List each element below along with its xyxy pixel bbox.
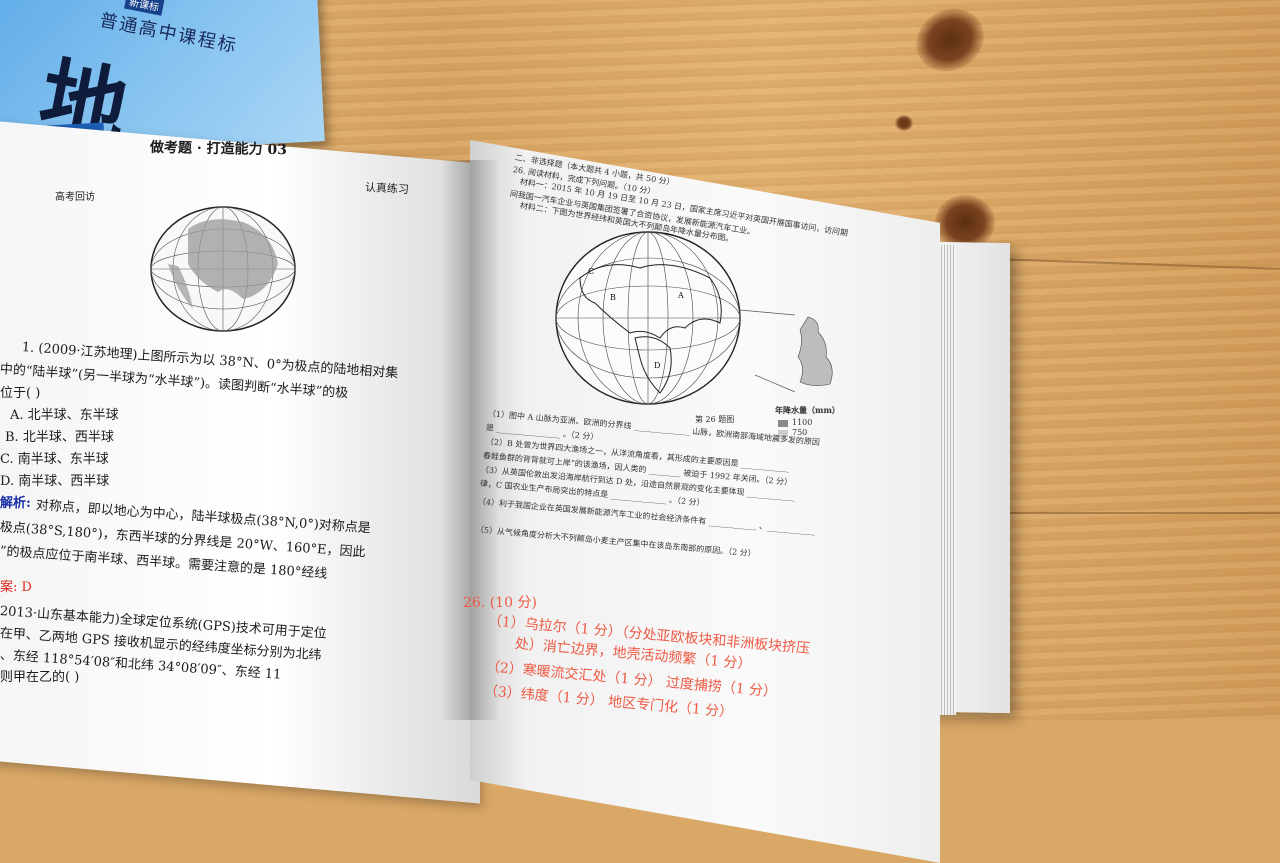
option-d: D. 南半球、西半球: [0, 474, 110, 489]
svg-text:D: D: [654, 361, 660, 370]
legend-value-low: 750: [792, 428, 808, 437]
great-britain-map: [797, 316, 833, 386]
question-1-line-3: 位于( ): [0, 386, 41, 401]
book-gutter: [440, 160, 500, 720]
callout-lines: [739, 309, 796, 393]
section-header-review: 高考回访: [55, 192, 95, 203]
analysis-label: 解析:: [0, 496, 31, 511]
legend-swatch-high: [778, 420, 788, 427]
wood-knot: [895, 115, 913, 131]
answer-label: 案: D: [0, 580, 32, 595]
plank-seam: [1000, 512, 1280, 514]
legend-title: 年降水量（mm）: [775, 405, 840, 415]
svg-text:C: C: [588, 267, 594, 276]
answer-heading: 26. (10 分): [463, 595, 537, 611]
figure-caption: 第 26 题图: [695, 415, 735, 424]
option-b: B. 北半球、西半球: [5, 430, 114, 445]
option-a: A. 北半球、东半球: [10, 408, 119, 423]
legend-swatch-low: [778, 430, 788, 437]
page-title: 做考题 · 打造能力 03: [149, 139, 288, 159]
legend-value-high: 1100: [792, 418, 813, 427]
land-hemisphere-globe: [150, 206, 296, 332]
svg-text:A: A: [677, 291, 684, 300]
svg-text:B: B: [610, 293, 616, 302]
section-header-practice: 认真练习: [364, 180, 410, 197]
question-2-line-4: 则甲在乙的( ): [0, 670, 80, 685]
wood-knot: [935, 195, 995, 250]
option-c: C. 南半球、东半球: [0, 452, 109, 467]
world-map-globe: C B A D: [555, 231, 741, 405]
